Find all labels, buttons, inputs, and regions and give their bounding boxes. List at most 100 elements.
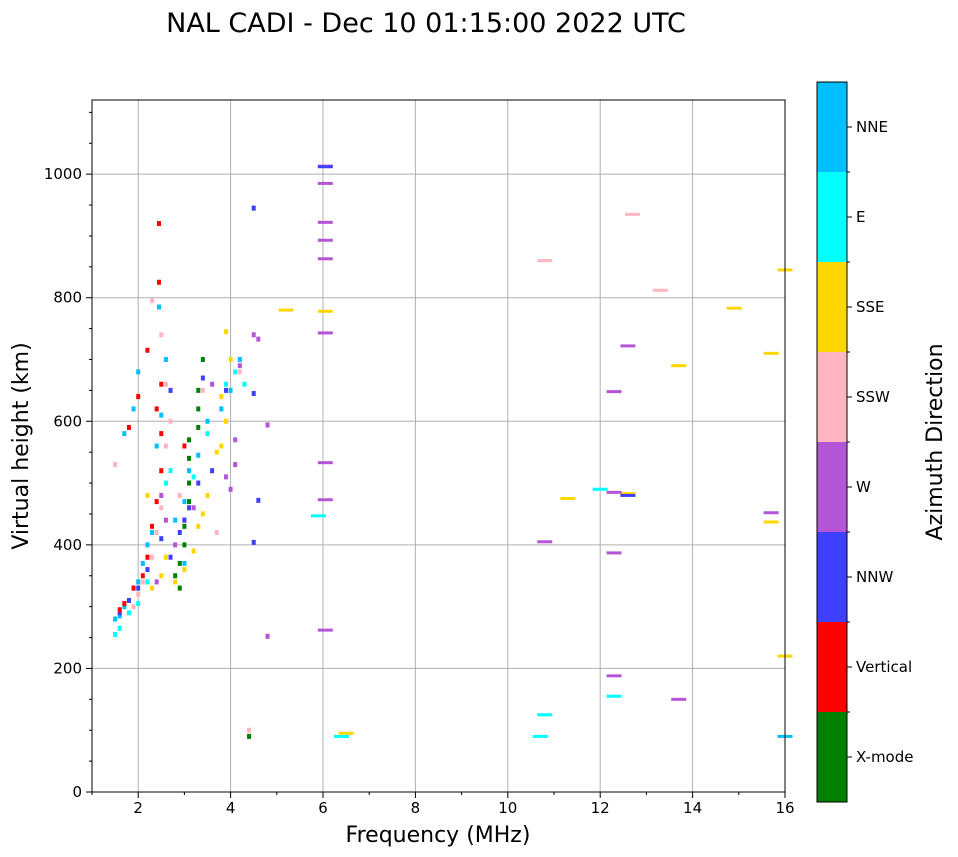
data-point-w bbox=[317, 220, 333, 224]
data-point-ssw bbox=[214, 530, 219, 535]
data-point-w bbox=[606, 674, 622, 678]
data-point-x-mode bbox=[196, 424, 201, 430]
data-point-ssw bbox=[131, 604, 136, 610]
data-point-w bbox=[163, 517, 168, 523]
data-point-sse bbox=[163, 554, 168, 560]
data-point-nnw bbox=[117, 610, 122, 616]
colorbar: X-mode Vertical NNW W SSW SSE E NNE bbox=[816, 81, 913, 803]
data-point-w bbox=[256, 336, 261, 342]
data-point-nnw bbox=[223, 387, 228, 393]
data-point-vertical bbox=[159, 468, 164, 474]
data-point-nne bbox=[131, 406, 136, 412]
data-point-ssw bbox=[136, 591, 141, 597]
data-point-x-mode bbox=[187, 455, 192, 461]
data-point-w bbox=[606, 551, 622, 555]
colorbar-label-nnw: NNW bbox=[856, 568, 893, 586]
data-point-sse bbox=[223, 418, 228, 424]
data-point-e bbox=[205, 431, 210, 437]
chart-title: NAL CADI - Dec 10 01:15:00 2022 UTC bbox=[166, 8, 686, 39]
data-point-w bbox=[210, 381, 215, 387]
data-point-sse bbox=[763, 520, 779, 524]
data-point-nnw bbox=[159, 536, 164, 542]
data-point-sse bbox=[223, 329, 228, 335]
data-point-x-mode bbox=[182, 542, 187, 548]
data-point-w bbox=[317, 181, 333, 185]
data-point-ssw bbox=[168, 418, 173, 424]
data-point-w bbox=[537, 540, 553, 544]
data-point-w bbox=[317, 628, 333, 632]
colorbar-label-w: W bbox=[856, 478, 871, 496]
colorbar-label-ssw: SSW bbox=[856, 388, 890, 406]
data-point-ssw bbox=[652, 288, 668, 292]
data-point-nne bbox=[228, 387, 233, 393]
data-point-nne bbox=[113, 616, 118, 622]
data-point-sse bbox=[173, 579, 178, 585]
data-point-ssw bbox=[247, 727, 252, 733]
data-point-ssw bbox=[150, 554, 155, 560]
data-point-nne bbox=[122, 431, 127, 437]
data-point-nne bbox=[159, 412, 164, 418]
data-point-vertical bbox=[159, 381, 164, 387]
data-point-w bbox=[620, 344, 636, 348]
data-point-vertical bbox=[145, 554, 150, 560]
data-point-ssw bbox=[163, 381, 168, 387]
data-point-nne bbox=[117, 613, 122, 619]
data-point-vertical bbox=[126, 424, 131, 430]
data-point-vertical bbox=[156, 279, 161, 285]
data-point-w bbox=[606, 390, 622, 394]
colorbar-swatch-nnw bbox=[817, 532, 847, 622]
data-point-vertical bbox=[117, 607, 122, 613]
data-point-nne bbox=[237, 357, 242, 362]
data-point-nne bbox=[122, 604, 127, 610]
data-point-e bbox=[242, 381, 247, 387]
data-point-ssw bbox=[537, 259, 553, 263]
y-tick-label: 0 bbox=[72, 783, 82, 801]
data-point-ssw bbox=[159, 505, 164, 511]
data-point-x-mode bbox=[177, 560, 182, 566]
colorbar-swatch-ssw bbox=[817, 352, 847, 442]
data-point-nne bbox=[136, 369, 141, 375]
data-point-nne bbox=[182, 560, 187, 566]
data-point-sse bbox=[191, 548, 196, 554]
data-point-sse bbox=[182, 567, 187, 573]
data-point-e bbox=[113, 631, 118, 637]
data-point-nne bbox=[182, 499, 187, 505]
data-point-e bbox=[537, 713, 553, 717]
data-point-sse bbox=[159, 573, 164, 579]
data-point-x-mode bbox=[173, 573, 178, 579]
data-point-e bbox=[163, 480, 168, 486]
data-point-e bbox=[333, 734, 349, 738]
data-point-sse bbox=[560, 497, 576, 501]
data-point-x-mode bbox=[187, 437, 192, 443]
data-point-sse bbox=[219, 394, 224, 400]
data-point-nnw bbox=[187, 505, 192, 511]
data-point-vertical bbox=[136, 394, 141, 400]
data-point-sse bbox=[278, 308, 294, 312]
y-tick-label: 800 bbox=[53, 289, 82, 307]
data-point-sse bbox=[317, 309, 333, 313]
x-tick-label: 14 bbox=[683, 799, 702, 817]
data-point-nnw bbox=[620, 493, 636, 497]
y-tick-label: 400 bbox=[53, 536, 82, 554]
data-point-nne bbox=[163, 357, 168, 362]
data-point-nne bbox=[187, 468, 192, 474]
data-point-w bbox=[173, 542, 178, 548]
data-point-e bbox=[233, 369, 238, 375]
data-point-w bbox=[317, 238, 333, 242]
data-point-nnw bbox=[200, 375, 205, 381]
data-point-w bbox=[154, 579, 159, 585]
data-point-e bbox=[126, 610, 131, 616]
colorbar-label-sse: SSE bbox=[856, 298, 885, 316]
data-point-w bbox=[606, 490, 622, 494]
colorbar-swatch-sse bbox=[817, 262, 847, 352]
data-point-w bbox=[251, 332, 256, 338]
data-point-nne bbox=[173, 517, 178, 523]
data-point-nnw bbox=[196, 480, 201, 486]
data-point-ssw bbox=[140, 579, 145, 585]
data-point-w bbox=[317, 331, 333, 335]
data-point-w bbox=[159, 492, 164, 498]
data-point-nnw bbox=[256, 497, 261, 503]
data-point-ssw bbox=[177, 492, 182, 498]
data-point-x-mode bbox=[200, 357, 205, 362]
